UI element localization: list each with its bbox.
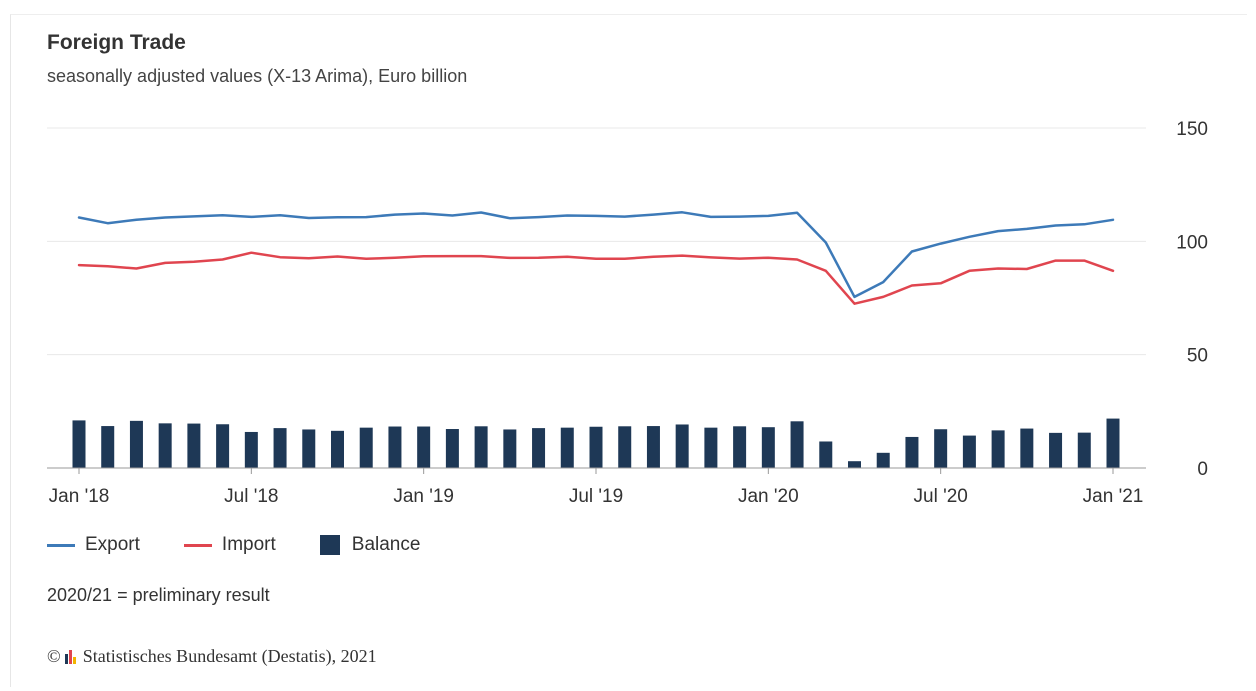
balance-bar <box>1106 418 1120 468</box>
balance-bar <box>733 426 747 468</box>
destatis-logo-icon <box>64 649 77 664</box>
legend-balance-label: Balance <box>351 534 421 555</box>
balance-bar <box>158 423 172 468</box>
balance-bar <box>876 452 890 468</box>
x-tick-label: Jan '19 <box>393 486 454 507</box>
balance-bar <box>560 427 574 468</box>
balance-bar <box>790 421 804 468</box>
balance-bar <box>129 420 143 468</box>
legend-export-label: Export <box>85 534 140 555</box>
x-tick-label: Jul '19 <box>569 486 623 507</box>
x-tick-label: Jan '20 <box>738 486 799 507</box>
balance-bar <box>302 429 316 468</box>
balance-bar <box>1077 432 1091 468</box>
balance-bar <box>618 426 632 468</box>
balance-bar <box>962 435 976 468</box>
balance-swatch <box>319 535 340 555</box>
balance-bar <box>445 429 459 468</box>
chart-legend: Export Import Balance <box>47 534 464 556</box>
export-swatch <box>47 543 75 547</box>
balance-bar <box>905 436 919 468</box>
balance-bar <box>991 430 1005 468</box>
preliminary-note: 2020/21 = preliminary result <box>47 585 270 605</box>
y-tick-label: 100 <box>1176 232 1208 253</box>
y-tick-label: 50 <box>1187 346 1208 367</box>
balance-bar <box>532 428 546 468</box>
legend-item-balance[interactable]: Balance <box>319 534 421 556</box>
chart-subtitle: seasonally adjusted values (X-13 Arima),… <box>47 66 468 86</box>
balance-bar <box>359 427 373 468</box>
balance-bar <box>761 427 775 468</box>
legend-item-export[interactable]: Export <box>47 534 140 556</box>
x-tick-label: Jan '18 <box>49 486 110 507</box>
balance-bar <box>72 420 86 468</box>
balance-bar <box>704 427 718 468</box>
balance-bar <box>934 429 948 468</box>
chart-frame <box>10 14 1247 687</box>
copyright-symbol: © <box>47 646 61 666</box>
source-text: Statistisches Bundesamt (Destatis), 2021 <box>82 646 377 666</box>
y-tick-label: 0 <box>1197 459 1208 480</box>
import-swatch <box>183 543 212 547</box>
balance-bar <box>474 426 488 468</box>
balance-bar <box>388 426 402 468</box>
balance-bar <box>589 426 603 468</box>
y-tick-label: 150 <box>1176 119 1208 140</box>
x-tick-label: Jul '18 <box>224 486 278 507</box>
balance-bar <box>187 423 201 468</box>
balance-bar <box>331 430 344 468</box>
export-line <box>77 211 1115 299</box>
balance-bar <box>675 424 689 468</box>
balance-bar <box>848 461 861 468</box>
balance-bar <box>244 431 258 468</box>
legend-item-import[interactable]: Import <box>183 534 276 556</box>
balance-bar <box>646 426 660 468</box>
balance-bar <box>101 426 115 468</box>
balance-bar <box>819 441 833 468</box>
x-tick-label: Jan '21 <box>1083 486 1144 507</box>
x-tick-label: Jul '20 <box>914 486 968 507</box>
balance-bar <box>1020 428 1034 468</box>
balance-bar <box>216 424 230 468</box>
balance-bar <box>417 426 431 468</box>
chart-title: Foreign Trade <box>47 31 186 54</box>
import-line <box>77 251 1115 305</box>
legend-import-label: Import <box>221 534 276 555</box>
balance-bar <box>273 428 287 468</box>
balance-bar <box>503 429 517 468</box>
source-credit: © Statistisches Bundesamt (Destatis), 20… <box>47 646 377 667</box>
balance-bar <box>1049 432 1063 468</box>
